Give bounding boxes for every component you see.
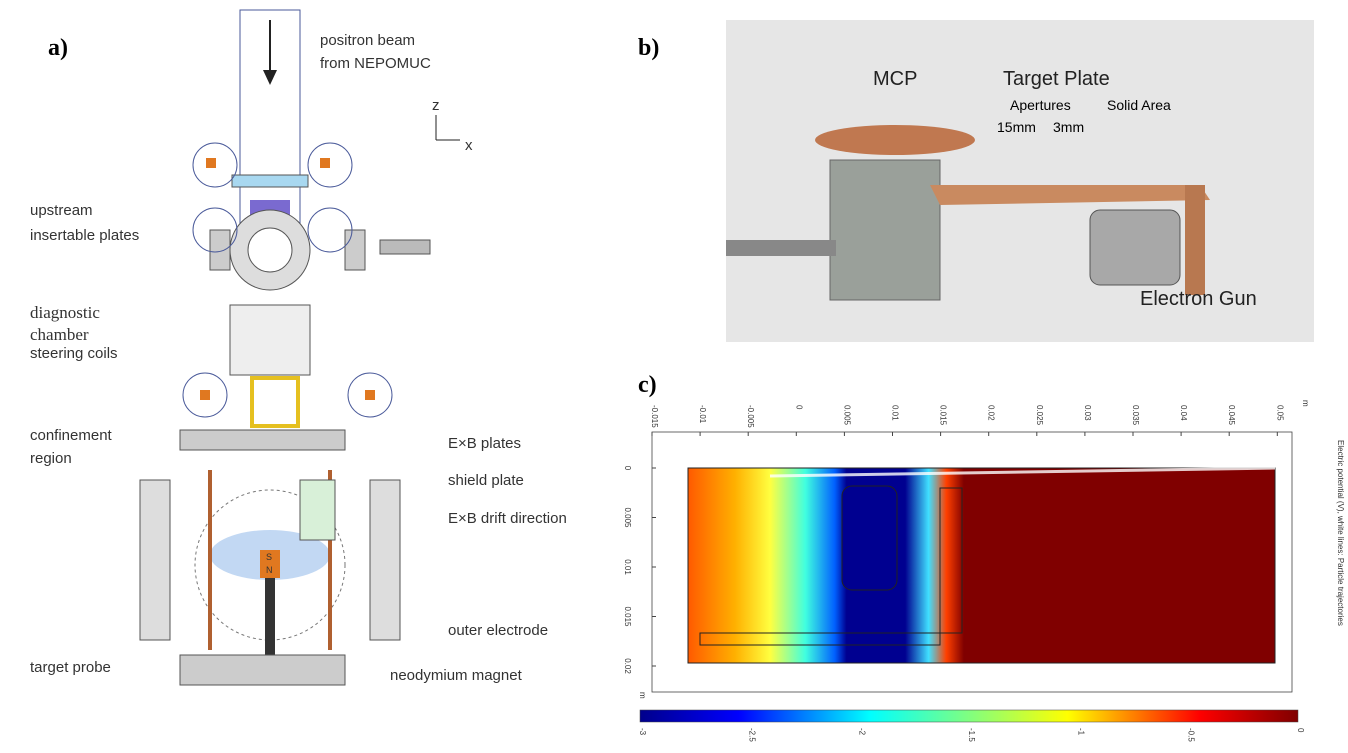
x-tick-label: 0.02 [987, 405, 996, 421]
colorbar-tick-label: -3 [638, 728, 647, 736]
x-tick-label: 0.035 [1131, 405, 1140, 426]
schematic [140, 10, 460, 685]
colorbar-tick-label: -1 [1077, 728, 1086, 736]
colorbar-tick-label: 0 [1296, 728, 1305, 733]
magnet-pole: N [266, 565, 273, 575]
x-tick-label: -0.01 [698, 405, 707, 424]
photo: MCP Target Plate Apertures 15mm 3mm Soli… [726, 20, 1314, 342]
x-tick-label: 0.03 [1083, 405, 1092, 421]
x-tick-label: 0.04 [1179, 405, 1188, 421]
annotation: Apertures [1010, 97, 1071, 113]
annotation: shield plate [448, 472, 524, 489]
annotation: diagnostic [30, 303, 100, 322]
y-tick-label: 0 [623, 466, 632, 471]
potential-plot: m m Electric potential (V), white lines:… [623, 400, 1345, 742]
colorbar-tick-label: -2.5 [748, 728, 757, 742]
x-tick-label: 0.005 [842, 405, 851, 426]
x-tick-label: 0.015 [939, 405, 948, 426]
x-tick-label: 0.05 [1275, 405, 1284, 421]
annotation: 15mm [997, 119, 1036, 135]
annotation: region [30, 450, 72, 467]
y-tick-label: 0.005 [623, 507, 632, 528]
panel-label: b) [638, 35, 659, 61]
annotation: Target Plate [1003, 68, 1110, 90]
y-tick-label: 0.01 [623, 559, 632, 575]
annotation: insertable plates [30, 227, 139, 244]
annotation: MCP [873, 68, 917, 90]
annotation: positron beam [320, 32, 415, 49]
figure: a) positron beam from NEPOMUC z x upstre… [0, 0, 1348, 753]
annotation: steering coils [30, 345, 118, 362]
annotation: outer electrode [448, 622, 548, 639]
annotation: Solid Area [1107, 97, 1171, 113]
annotation: x [465, 137, 473, 154]
annotation: upstream [30, 202, 93, 219]
axis-unit: m [1301, 400, 1310, 407]
colorbar-tick-label: -0.5 [1186, 728, 1195, 742]
x-tick-label: 0.01 [891, 405, 900, 421]
annotation: E×B plates [448, 435, 521, 452]
annotation: from NEPOMUC [320, 55, 431, 72]
panel-label: a) [48, 35, 68, 61]
x-tick-label: -0.005 [746, 405, 755, 428]
x-tick-label: -0.015 [650, 405, 659, 428]
x-tick-label: 0.045 [1227, 405, 1236, 426]
magnet-pole: S [266, 552, 272, 562]
annotation: Electron Gun [1140, 288, 1257, 310]
colorbar-tick-label: -1.5 [967, 728, 976, 742]
y-tick-label: 0.015 [623, 606, 632, 627]
side-label: Electric potential (V), white lines: Par… [1336, 440, 1345, 626]
colorbar-tick-label: -2 [857, 728, 866, 736]
y-tick-label: 0.02 [623, 658, 632, 674]
annotation: neodymium magnet [390, 667, 523, 684]
axis-unit: m [638, 692, 647, 699]
annotation: target probe [30, 659, 111, 676]
x-tick-label: 0.025 [1035, 405, 1044, 426]
annotation: chamber [30, 325, 89, 344]
annotation: E×B drift direction [448, 510, 567, 527]
x-tick-label: 0 [794, 405, 803, 410]
annotation: confinement [30, 427, 113, 444]
panel-label: c) [638, 372, 657, 398]
annotation: 3mm [1053, 119, 1084, 135]
annotation: z [432, 97, 440, 114]
